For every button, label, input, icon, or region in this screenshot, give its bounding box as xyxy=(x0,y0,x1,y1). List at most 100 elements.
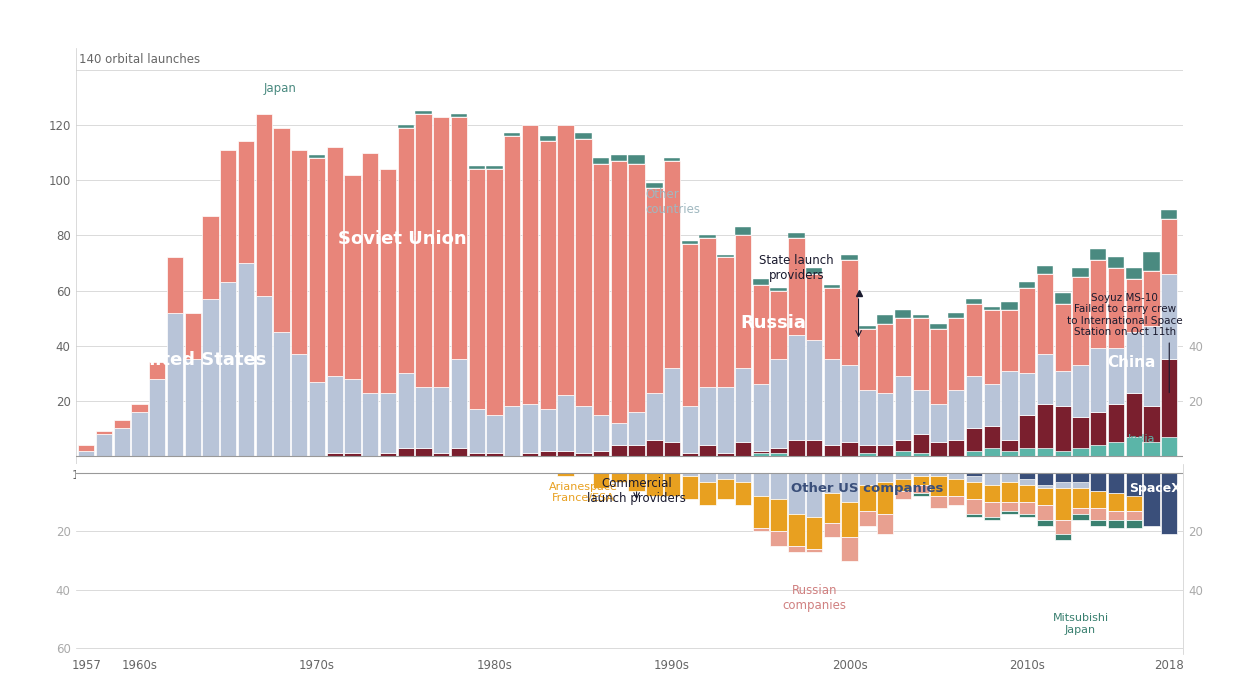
Bar xyxy=(663,473,680,496)
Bar xyxy=(1019,503,1035,514)
Bar xyxy=(771,448,787,456)
Bar xyxy=(913,476,929,485)
Bar xyxy=(1161,219,1177,274)
Bar xyxy=(771,454,787,456)
Bar xyxy=(308,155,325,158)
Bar xyxy=(966,482,982,499)
Bar xyxy=(326,147,342,376)
Bar xyxy=(593,415,609,451)
Bar xyxy=(913,473,929,476)
Bar xyxy=(983,426,1000,456)
Bar xyxy=(681,244,697,407)
Bar xyxy=(1055,451,1071,456)
Bar xyxy=(771,291,787,360)
Text: Soviet Union: Soviet Union xyxy=(339,230,467,249)
Bar xyxy=(1037,274,1053,354)
Bar xyxy=(1126,473,1142,490)
Bar xyxy=(823,445,840,456)
Bar xyxy=(913,434,929,456)
Bar xyxy=(203,299,219,456)
Bar xyxy=(966,499,982,514)
Bar xyxy=(345,454,360,456)
Bar xyxy=(540,451,556,456)
Bar xyxy=(1108,494,1124,511)
Bar xyxy=(1143,520,1160,526)
Bar xyxy=(1143,252,1160,271)
Bar xyxy=(841,473,857,503)
Bar xyxy=(1143,473,1160,494)
Bar xyxy=(522,454,539,456)
Bar xyxy=(1161,473,1177,490)
Bar xyxy=(1126,520,1142,528)
Bar xyxy=(646,473,662,496)
Bar xyxy=(823,473,840,494)
Bar xyxy=(681,476,697,499)
Bar xyxy=(1019,288,1035,373)
Bar xyxy=(1037,354,1053,404)
Bar xyxy=(966,451,982,456)
Text: Arianespace
France/ESA: Arianespace France/ESA xyxy=(549,482,618,503)
Bar xyxy=(663,368,680,442)
Bar xyxy=(628,473,645,490)
Bar xyxy=(326,454,342,456)
Bar xyxy=(1126,511,1142,520)
Bar xyxy=(930,473,947,476)
Bar xyxy=(1161,520,1177,528)
Bar xyxy=(486,169,502,415)
Bar xyxy=(983,503,1000,517)
Text: China: China xyxy=(1108,355,1156,370)
Bar xyxy=(735,442,752,456)
Bar xyxy=(841,537,857,560)
Bar xyxy=(1055,294,1071,304)
Bar xyxy=(1126,332,1142,393)
Bar xyxy=(504,136,520,407)
Bar xyxy=(1090,349,1107,412)
Bar xyxy=(345,379,360,454)
Bar xyxy=(646,189,662,393)
Bar xyxy=(1037,505,1053,520)
Bar xyxy=(1037,488,1053,505)
Bar xyxy=(1108,257,1124,268)
Text: Mitsubishi
Japan: Mitsubishi Japan xyxy=(1053,613,1108,635)
Bar xyxy=(788,232,805,238)
Bar xyxy=(540,142,556,409)
Bar xyxy=(1019,485,1035,503)
Bar xyxy=(486,415,502,454)
Bar xyxy=(1073,508,1089,514)
Bar xyxy=(575,407,592,454)
Bar xyxy=(468,169,485,409)
Bar xyxy=(96,434,112,456)
Bar xyxy=(718,257,734,387)
Bar xyxy=(1108,520,1124,528)
Bar xyxy=(415,114,432,387)
Bar xyxy=(718,479,734,499)
Bar xyxy=(166,257,183,313)
Bar xyxy=(1073,514,1089,520)
Bar xyxy=(788,439,805,456)
Bar xyxy=(966,304,982,376)
Bar xyxy=(1090,412,1107,456)
Bar xyxy=(948,318,964,390)
Bar xyxy=(841,365,857,442)
Bar xyxy=(948,313,964,318)
Bar xyxy=(859,485,875,511)
Bar xyxy=(558,396,574,451)
Bar xyxy=(1001,482,1017,503)
Bar xyxy=(1055,520,1071,535)
Bar xyxy=(878,393,894,445)
Bar xyxy=(983,307,1000,310)
Bar xyxy=(1108,349,1124,404)
Bar xyxy=(451,360,467,448)
Bar xyxy=(1126,437,1142,456)
Bar xyxy=(878,323,894,393)
Bar xyxy=(966,473,982,476)
Bar xyxy=(753,451,769,456)
Bar xyxy=(646,393,662,439)
Bar xyxy=(185,313,201,360)
Bar xyxy=(1001,302,1017,310)
Bar xyxy=(558,451,574,456)
Bar xyxy=(806,439,822,456)
Bar xyxy=(1090,445,1107,456)
Bar xyxy=(771,288,787,291)
Text: Russia: Russia xyxy=(740,314,807,332)
